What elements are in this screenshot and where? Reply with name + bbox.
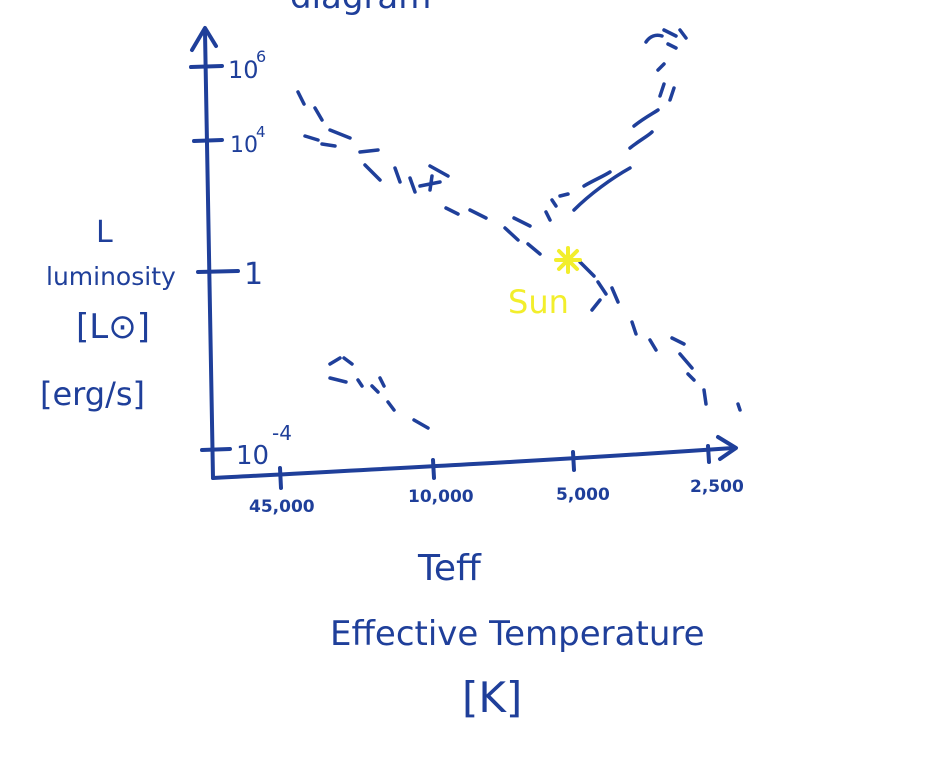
x-axis-unit: [K] (462, 673, 522, 722)
y-tick-label-base: 10 (228, 56, 259, 84)
y-axis-name: luminosity (46, 262, 176, 291)
diagram-title-fragment: diagram (290, 0, 431, 17)
y-axis-unit-cgs: [erg/s] (40, 375, 145, 413)
y-tick-label-base: 10 (236, 441, 269, 471)
x-tick-5000 (571, 450, 576, 472)
y-tick-1e-4 (200, 447, 232, 452)
x-tick-label-2500: 2,500 (690, 477, 744, 497)
x-axis-arrowhead (716, 435, 738, 461)
y-tick-label-1e4: 10 4 (230, 123, 266, 158)
x-axis-line (211, 446, 735, 480)
axes (189, 26, 738, 490)
y-tick-label-base: 1 (244, 257, 263, 292)
y-tick-label-1e6: 10 6 (228, 47, 266, 84)
y-axis-unit-solar: [L⊙] (76, 307, 150, 347)
x-tick-label-10000: 10,000 (408, 487, 474, 507)
x-tick-2500 (706, 444, 711, 464)
giant-branch (544, 28, 688, 222)
y-tick-label-exponent: 4 (256, 123, 266, 141)
y-tick-label-exponent: 6 (256, 47, 266, 66)
y-tick-label-exponent: -4 (272, 421, 292, 445)
sun-star-marker (554, 246, 582, 274)
y-tick-1e6 (189, 64, 224, 69)
y-tick-label-1e-4: 10 -4 (236, 421, 292, 471)
y-tick-1e4 (192, 138, 224, 143)
x-tick-10000 (431, 458, 436, 480)
y-tick-label-1: 1 (244, 257, 263, 292)
x-axis-symbol: Teff (417, 548, 482, 589)
y-tick-label-base: 10 (230, 133, 258, 158)
x-tick-label-5000: 5,000 (556, 485, 610, 505)
y-axis-arrowhead (190, 26, 218, 52)
sun-label: Sun (508, 283, 569, 321)
y-tick-1 (196, 269, 240, 274)
y-axis-symbol: L (96, 215, 113, 250)
y-axis-line (203, 30, 215, 480)
x-axis-name: Effective Temperature (330, 614, 705, 654)
white-dwarf-region (328, 356, 430, 430)
x-tick-45000 (278, 466, 283, 490)
main-sequence-band (296, 90, 742, 412)
x-tick-label-45000: 45,000 (249, 497, 315, 517)
